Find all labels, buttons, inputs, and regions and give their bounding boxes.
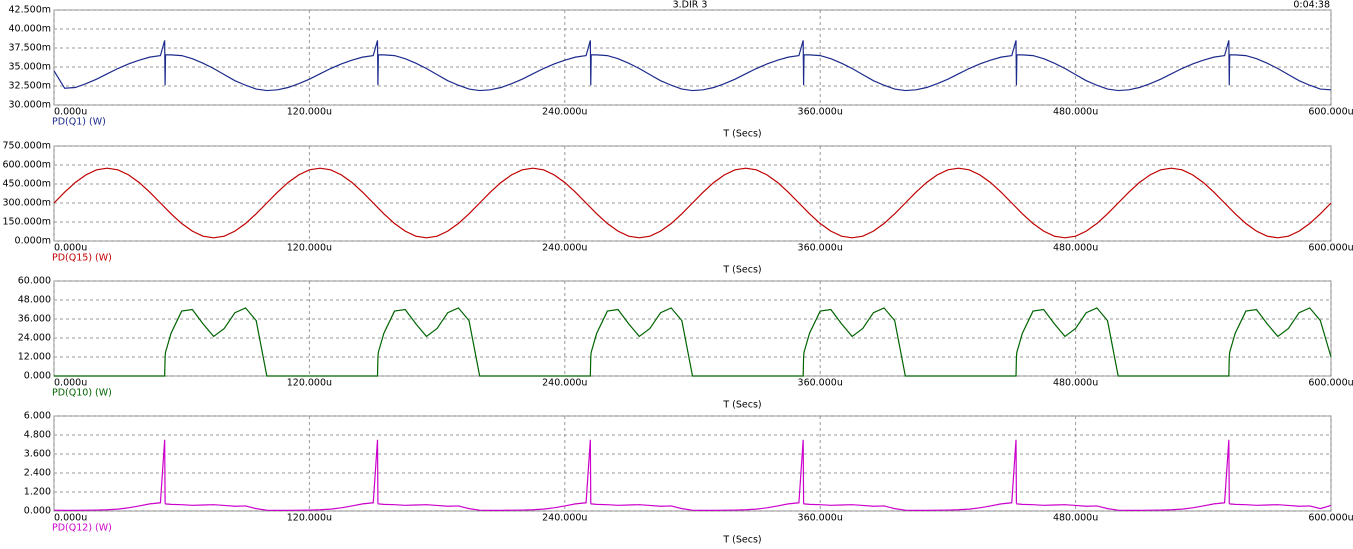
waveform xyxy=(53,439,1332,511)
y-tick-label: 1.200 xyxy=(24,487,51,498)
y-tick-label: 35.000m xyxy=(9,62,52,73)
y-tick-label: 3.600 xyxy=(24,449,51,460)
plot-frame xyxy=(53,280,1332,377)
x-tick-label: 120.000u xyxy=(287,378,332,389)
y-tick-label: 32.500m xyxy=(9,81,52,92)
x-axis-title: T (Secs) xyxy=(722,265,761,276)
x-tick-label: 480.000u xyxy=(1053,513,1098,524)
y-tick-label: 0.000 xyxy=(24,506,51,517)
trace-label: PD(Q10) (W) xyxy=(52,388,112,399)
x-axis-title: T (Secs) xyxy=(722,129,761,140)
x-tick-label: 240.000u xyxy=(542,243,587,254)
x-tick-label: 120.000u xyxy=(287,513,332,524)
x-tick-label: 360.000u xyxy=(798,378,843,389)
trace-label: PD(Q1) (W) xyxy=(52,117,106,128)
y-tick-label: 36.000 xyxy=(18,314,51,325)
y-tick-label: 48.000 xyxy=(18,295,51,306)
trace-label: PD(Q15) (W) xyxy=(52,253,112,264)
plot-frame xyxy=(53,145,1332,242)
x-tick-label: 0.000u xyxy=(54,243,87,254)
plot-frame xyxy=(53,415,1332,512)
y-tick-label: 37.500m xyxy=(9,43,52,54)
x-axis-title: T (Secs) xyxy=(722,535,761,546)
x-tick-label: 480.000u xyxy=(1053,378,1098,389)
y-tick-label: 0.000 xyxy=(24,371,51,382)
y-tick-label: 60.000 xyxy=(18,276,51,287)
x-tick-label: 120.000u xyxy=(287,107,332,118)
x-tick-label: 360.000u xyxy=(798,243,843,254)
y-tick-label: 0.000m xyxy=(15,236,51,247)
y-tick-label: 150.000m xyxy=(2,217,51,228)
waveform xyxy=(53,40,1332,92)
y-tick-label: 12.000 xyxy=(18,352,51,363)
y-tick-label: 750.000m xyxy=(2,141,51,152)
run-time: 0:04:38 xyxy=(1293,0,1330,11)
x-tick-label: 240.000u xyxy=(542,378,587,389)
x-axis-title: T (Secs) xyxy=(722,400,761,411)
y-tick-label: 600.000m xyxy=(2,160,51,171)
x-tick-label: 480.000u xyxy=(1053,107,1098,118)
y-tick-label: 6.000 xyxy=(24,411,51,422)
x-tick-label: 600.000u xyxy=(1308,378,1353,389)
waveform xyxy=(54,307,1332,377)
y-tick-label: 40.000m xyxy=(9,24,52,35)
y-tick-label: 42.500m xyxy=(9,5,52,16)
x-tick-label: 360.000u xyxy=(798,107,843,118)
x-tick-label: 240.000u xyxy=(542,107,587,118)
x-tick-label: 600.000u xyxy=(1308,513,1353,524)
x-tick-label: 360.000u xyxy=(798,513,843,524)
window-title: 3.DIR 3 xyxy=(673,0,708,11)
waveform xyxy=(53,167,1332,239)
y-tick-label: 450.000m xyxy=(2,179,51,190)
x-tick-label: 240.000u xyxy=(542,513,587,524)
x-tick-label: 0.000u xyxy=(54,378,87,389)
x-tick-label: 600.000u xyxy=(1308,243,1353,254)
trace-label: PD(Q12) (W) xyxy=(52,523,112,534)
x-tick-label: 480.000u xyxy=(1053,243,1098,254)
y-tick-label: 2.400 xyxy=(24,468,51,479)
x-tick-label: 120.000u xyxy=(287,243,332,254)
y-tick-label: 24.000 xyxy=(18,333,51,344)
x-tick-label: 0.000u xyxy=(54,107,87,118)
x-tick-label: 600.000u xyxy=(1308,107,1353,118)
y-tick-label: 300.000m xyxy=(2,198,51,209)
x-tick-label: 0.000u xyxy=(54,513,87,524)
y-tick-label: 4.800 xyxy=(24,430,51,441)
y-tick-label: 30.000m xyxy=(9,100,52,111)
